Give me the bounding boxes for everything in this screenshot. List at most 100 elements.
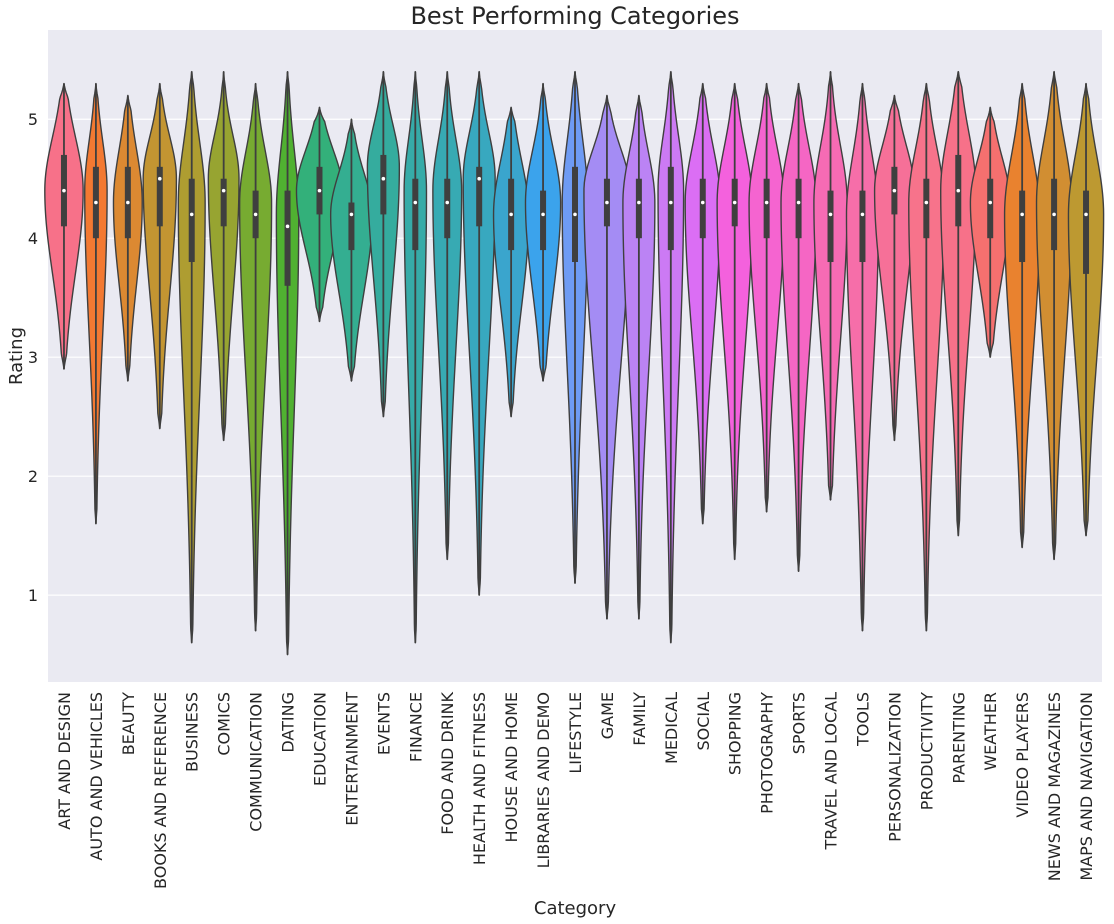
violin-median (860, 212, 865, 217)
violin-weather (969, 106, 1011, 358)
violin-libraries-and-demo (524, 82, 562, 382)
violin-iqr-box (540, 190, 547, 251)
violin-beauty (112, 94, 143, 382)
y-axis-label: Rating (6, 327, 27, 385)
violin-sports (780, 82, 817, 573)
violin-iqr-box (987, 178, 994, 239)
x-tick-label: PERSONALIZATION (885, 692, 904, 842)
violin-median (349, 212, 354, 217)
violin-travel-and-local (813, 70, 848, 501)
violin-personalization (873, 94, 915, 442)
x-axis-label: Category (534, 898, 617, 919)
x-tick-label: SOCIAL (694, 692, 713, 751)
violin-median (94, 200, 98, 205)
violin-productivity (908, 82, 945, 632)
violin-auto-and-vehicles (84, 82, 108, 525)
violin-comics (207, 70, 240, 442)
x-tick-label: PARENTING (949, 692, 968, 784)
x-tick-label: NEWS AND MAGAZINES (1045, 692, 1064, 881)
violin-family (622, 94, 656, 620)
violin-median (700, 200, 705, 205)
x-tick-label: DATING (279, 692, 298, 753)
y-tick-label: 3 (28, 348, 38, 367)
violin-median (956, 188, 961, 193)
violin-shopping (716, 82, 753, 561)
violin-median (796, 200, 801, 205)
violin-iqr-box (220, 178, 227, 227)
violin-photography (748, 82, 785, 513)
x-tick-label: WEATHER (981, 692, 1000, 771)
violin-iqr-box (188, 178, 195, 263)
violin-dating (275, 70, 300, 656)
violin-median (381, 176, 386, 181)
x-tick-label: EVENTS (374, 692, 393, 755)
chart-title: Best Performing Categories (410, 2, 739, 30)
violin-median (189, 212, 194, 217)
x-axis-ticks: ART AND DESIGN AUTO AND VEHICLES BEAUTY BOO… (55, 691, 1096, 888)
violin-maps-and-navigation (1067, 82, 1105, 537)
violin-parenting (940, 70, 977, 537)
violin-iqr-box (1083, 190, 1090, 274)
x-tick-label: HEALTH AND FITNESS (470, 692, 489, 865)
violin-iqr-box (380, 154, 387, 215)
violin-iqr-box (923, 178, 930, 239)
violin-median (828, 212, 833, 217)
y-tick-label: 5 (28, 110, 38, 129)
x-tick-label: GAME (598, 692, 617, 739)
x-tick-label: BOOKS AND REFERENCE (151, 692, 170, 889)
violin-median (605, 200, 609, 205)
violin-iqr-box (795, 178, 802, 239)
violin-iqr-box (348, 202, 355, 251)
violin-median (126, 200, 130, 205)
violin-food-and-drink (432, 70, 463, 561)
x-tick-label: PHOTOGRAPHY (758, 692, 777, 814)
x-tick-label: FAMILY (630, 692, 649, 746)
violin-tools (845, 82, 880, 632)
violin-iqr-box (699, 178, 706, 239)
y-tick-label: 2 (28, 467, 38, 486)
violin-median (62, 188, 66, 193)
y-axis-ticks: 1 2 3 4 5 (28, 110, 38, 605)
violins (44, 70, 1105, 656)
violin-iqr-box (859, 190, 866, 263)
violin-median (637, 200, 641, 205)
x-tick-label: TRAVEL AND LOCAL (822, 692, 841, 851)
violin-health-and-fitness (462, 70, 496, 596)
violin-median (221, 188, 226, 193)
violin-median (509, 212, 513, 217)
x-tick-label: HOUSE AND HOME (502, 692, 521, 843)
violin-median (477, 176, 481, 181)
x-tick-label: SPORTS (790, 692, 809, 754)
x-tick-label: SHOPPING (726, 692, 745, 775)
x-tick-label: BEAUTY (119, 692, 138, 756)
violin-median (1084, 212, 1088, 217)
violin-iqr-box (444, 178, 451, 239)
violin-iqr-box (1019, 190, 1026, 263)
violin-iqr-box (284, 190, 291, 286)
violin-iqr-box (827, 190, 834, 263)
violin-median (764, 200, 769, 205)
violin-median (157, 176, 162, 181)
violin-median (924, 200, 929, 205)
violin-finance (403, 70, 428, 644)
violin-lifestyle (561, 70, 589, 584)
violin-median (988, 200, 993, 205)
violin-iqr-box (763, 178, 770, 239)
violin-median (892, 188, 897, 193)
violin-house-and-home (492, 106, 530, 418)
x-tick-label: MEDICAL (662, 692, 681, 764)
violin-iqr-box (635, 178, 642, 239)
x-tick-label: PRODUCTIVITY (917, 692, 936, 810)
violin-game (583, 94, 631, 620)
y-tick-label: 4 (28, 229, 38, 248)
violin-iqr-box (156, 166, 163, 227)
violin-books-and-reference (142, 82, 178, 430)
violin-median (541, 212, 545, 217)
violin-median (732, 200, 737, 205)
x-tick-label: TOOLS (853, 692, 872, 747)
violin-medical (657, 70, 685, 644)
violin-median (285, 224, 290, 229)
violin-events (366, 70, 401, 418)
